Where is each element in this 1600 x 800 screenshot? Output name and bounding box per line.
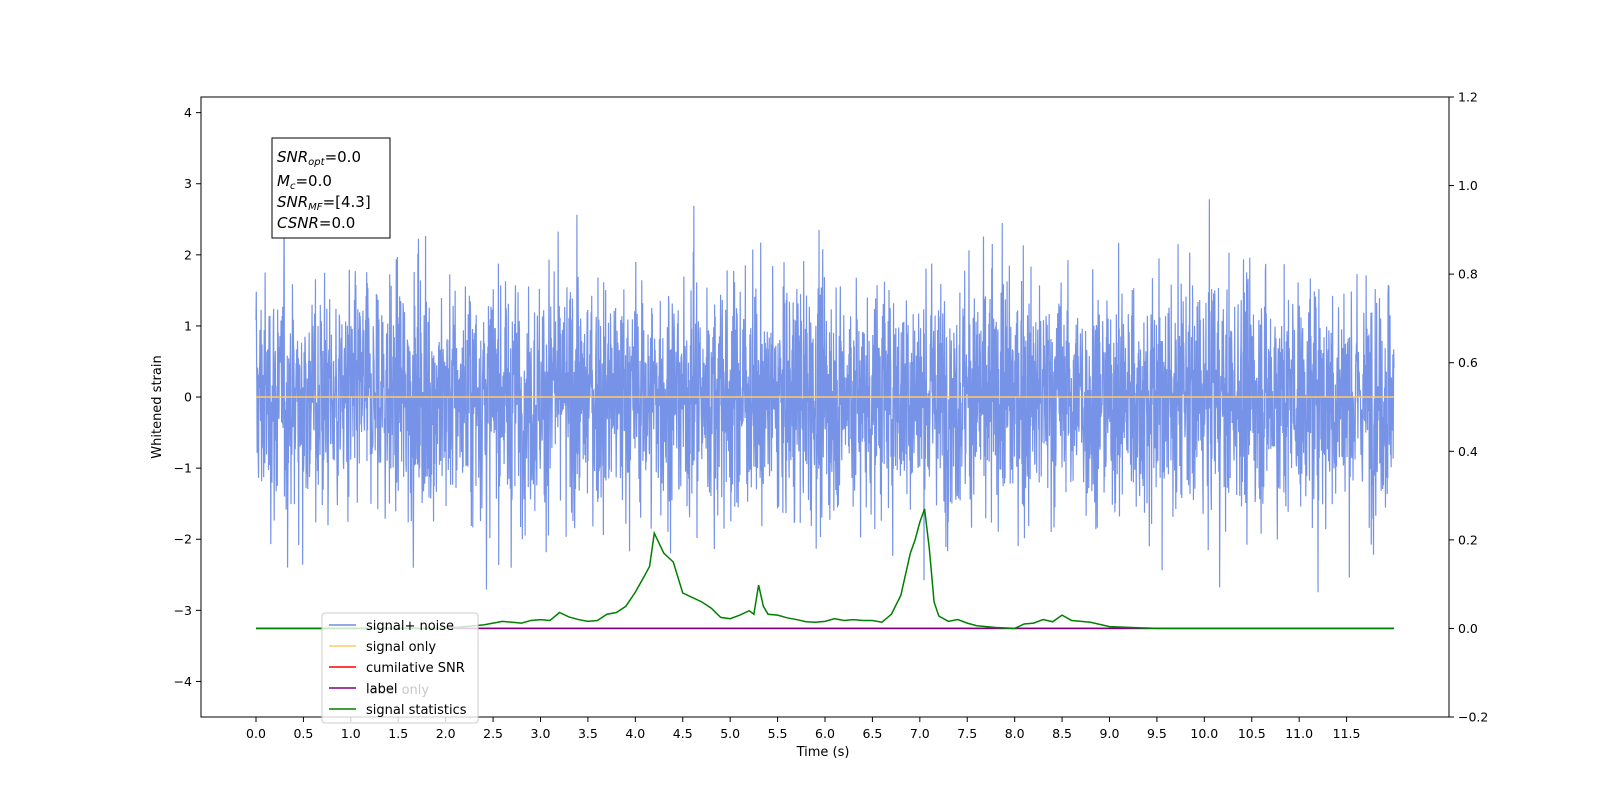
x-tick-label: 11.5	[1333, 726, 1361, 741]
x-tick-label: 11.0	[1285, 726, 1313, 741]
y-tick-label: 3	[184, 176, 192, 191]
legend: label only signal+ noise signal only cumil…	[321, 612, 479, 724]
x-axis-label: Time (s)	[796, 745, 850, 760]
legend-label: signal+ noise	[366, 619, 454, 634]
x-tick-label: 2.5	[483, 726, 503, 741]
x-tick-label: 0.5	[293, 726, 313, 741]
y2-tick-label: 0.4	[1458, 444, 1478, 459]
x-tick-label: 6.0	[815, 726, 835, 741]
signal-noise-series	[255, 199, 1395, 593]
legend-label: label	[366, 682, 397, 697]
x-tick-label: 5.5	[768, 726, 788, 741]
y-tick-label: 4	[184, 105, 192, 120]
x-tick-label: 1.0	[341, 726, 361, 741]
y2-tick-label: 1.0	[1458, 178, 1478, 193]
y2-tick-label: 0.0	[1458, 621, 1478, 636]
x-axis-ticks: 0.0 0.5 1.0 1.5 2.0 2.5 3.0 3.5 4.0 4.5 5.0 5.5 6.0 6…	[246, 717, 1361, 741]
x-tick-label: 8.5	[1052, 726, 1072, 741]
y2-tick-label: −0.2	[1458, 710, 1488, 725]
y-tick-label: −3	[174, 603, 192, 618]
x-tick-label: 8.0	[1005, 726, 1025, 741]
x-tick-label: 6.5	[862, 726, 882, 741]
x-tick-label: 4.0	[625, 726, 645, 741]
y-tick-label: −1	[174, 461, 192, 476]
y-tick-label: 1	[184, 318, 192, 333]
x-tick-label: 2.0	[436, 726, 456, 741]
y2-tick-label: 0.2	[1458, 532, 1478, 547]
annotation-snr-mf: SNRMF=[4.3]	[277, 193, 371, 213]
y-tick-label: −2	[174, 532, 192, 547]
y2-tick-label: 0.6	[1458, 355, 1478, 370]
y2-axis-ticks: 1.2 1.0 0.8 0.6 0.4 0.2 0.0 −0.2	[1449, 90, 1488, 725]
y-tick-label: 0	[184, 390, 192, 405]
legend-label: cumilative SNR	[366, 661, 465, 676]
x-tick-label: 7.0	[910, 726, 930, 741]
x-tick-label: 1.5	[388, 726, 408, 741]
signal-noise-line	[255, 199, 1395, 593]
legend-label: signal only	[366, 640, 436, 655]
legend-label: signal statistics	[366, 703, 467, 718]
annotation-csnr: CSNR=0.0	[277, 214, 355, 232]
y-tick-label: −4	[174, 674, 192, 689]
x-tick-label: 10.0	[1190, 726, 1218, 741]
x-tick-label: 9.0	[1100, 726, 1120, 741]
x-tick-label: 10.5	[1238, 726, 1266, 741]
annotation-snr-opt: SNRopt=0.0	[277, 148, 361, 168]
x-tick-label: 3.0	[531, 726, 551, 741]
x-tick-label: 7.5	[957, 726, 977, 741]
y2-tick-label: 0.8	[1458, 267, 1478, 282]
y-tick-label: 2	[184, 247, 192, 262]
y-axis-ticks: 4 3 2 1 0 −1 −2 −3 −4	[174, 105, 201, 689]
annotation-mc: Mc=0.0	[277, 172, 332, 192]
annotation-box: SNRopt=0.0 Mc=0.0 SNRMF=[4.3] CSNR=0.0	[271, 137, 391, 239]
y-axis-label: Whitened strain	[150, 355, 165, 458]
legend-ghost-text: label only	[366, 683, 429, 698]
x-tick-label: 3.5	[578, 726, 598, 741]
plot-area	[255, 199, 1395, 630]
x-tick-label: 4.5	[673, 726, 693, 741]
y2-tick-label: 1.2	[1458, 90, 1478, 105]
x-tick-label: 9.5	[1147, 726, 1167, 741]
x-tick-label: 5.0	[720, 726, 740, 741]
x-tick-label: 0.0	[246, 726, 266, 741]
signal-statistics-line	[256, 508, 1394, 630]
